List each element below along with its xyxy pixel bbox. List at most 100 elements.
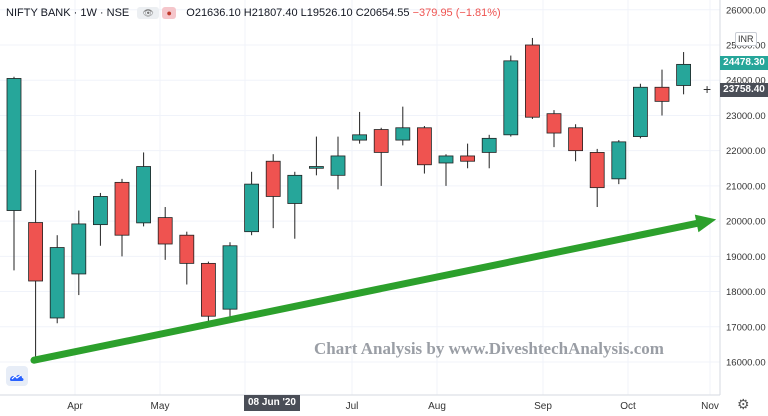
crosshair-date-label: 08 Jun '20: [244, 395, 300, 411]
candle-body: [525, 44, 540, 118]
candle: [654, 69, 670, 116]
candle: [373, 127, 389, 186]
candle: [71, 210, 87, 296]
crosshair-price-label: 23758.40: [720, 83, 768, 97]
legend-header: NIFTY BANK · 1W · NSE 👁 ● O21636.10 H218…: [0, 0, 501, 26]
candle: [179, 231, 195, 285]
candle: [438, 154, 454, 186]
candle-body: [546, 113, 562, 134]
price-tick-label: 19000.00: [726, 252, 766, 263]
candle-body: [287, 174, 303, 204]
candle: [287, 171, 303, 239]
candle-body: [222, 245, 238, 310]
candle-body: [611, 141, 627, 180]
price-tick-label: 25000.00: [726, 41, 766, 52]
candle: [200, 261, 216, 327]
time-tick-label: May: [151, 401, 170, 412]
candle: [114, 178, 130, 257]
candle: [330, 136, 346, 190]
candle-body: [352, 134, 368, 141]
candle-body: [200, 262, 216, 317]
time-tick-label: Aug: [428, 401, 446, 412]
candle: [676, 52, 691, 95]
candle: [244, 171, 260, 236]
candle-body: [28, 222, 44, 282]
trendline-arrow[interactable]: [30, 214, 717, 364]
candle-body: [373, 129, 389, 153]
high-value: H21807.40: [243, 7, 298, 19]
circle-icon[interactable]: ●: [162, 7, 177, 19]
watermark-text: Chart Analysis by www.DiveshtechAnalysis…: [314, 339, 664, 358]
candles: [6, 37, 691, 359]
candle: [352, 111, 368, 144]
candle-body: [308, 166, 324, 169]
low-value: L19526.10: [300, 7, 353, 19]
candle-body: [114, 181, 130, 236]
candle: [136, 152, 152, 227]
eye-icon[interactable]: 👁: [137, 7, 160, 19]
candle: [589, 148, 605, 208]
time-tick-label: Oct: [620, 401, 636, 412]
candle: [222, 242, 238, 320]
candle: [546, 110, 562, 148]
price-tick-label: 20000.00: [726, 217, 766, 228]
candle: [503, 55, 519, 137]
grid-lines: [0, 0, 720, 395]
close-value: C20654.55: [355, 7, 410, 19]
candle: [525, 37, 540, 119]
change-value: −379.95 (−1.81%): [412, 7, 501, 19]
candle-body: [157, 217, 173, 245]
price-tick-label: 16000.00: [726, 358, 766, 369]
price-tick-label: 17000.00: [726, 322, 766, 333]
candle-body: [395, 127, 411, 141]
candle: [93, 192, 108, 246]
price-tick-label: 21000.00: [726, 181, 766, 192]
candle: [416, 126, 432, 174]
candle: [265, 154, 281, 229]
candle: [568, 124, 583, 162]
candle-body: [71, 223, 87, 275]
price-axis[interactable]: 16000.00 17000.00 18000.00 19000.00 20000.00…: [726, 5, 766, 368]
candle: [157, 207, 173, 260]
candle-body: [460, 155, 476, 162]
price-tick-label: 26000.00: [726, 5, 766, 16]
price-tick-label: 24000.00: [726, 76, 766, 87]
symbol-title[interactable]: NIFTY BANK · 1W · NSE: [6, 7, 130, 19]
trendline[interactable]: [30, 219, 701, 364]
candle: [395, 106, 411, 146]
candle-body: [244, 183, 260, 233]
time-axis[interactable]: Apr May Jul Aug Sep Oct Nov: [67, 401, 719, 412]
time-tick-label: Nov: [701, 401, 719, 412]
candle-body: [589, 152, 605, 189]
currency-badge[interactable]: INR: [735, 32, 757, 46]
candle-body: [654, 86, 670, 102]
candle-body: [179, 234, 195, 264]
tradingview-logo-icon[interactable]: [6, 366, 28, 386]
candle-body: [49, 247, 65, 319]
candle-body: [568, 127, 583, 152]
candle: [481, 134, 497, 169]
candle: [6, 76, 22, 271]
candle: [49, 235, 65, 324]
arrowhead[interactable]: [694, 214, 717, 233]
candle-body: [136, 166, 152, 224]
time-tick-label: Jul: [346, 401, 359, 412]
candle-body: [503, 60, 519, 136]
price-tick-label: 22000.00: [726, 146, 766, 157]
candle: [308, 136, 324, 176]
open-value: O21636.10: [186, 7, 241, 19]
candle-body: [438, 155, 454, 164]
time-tick-label: Apr: [67, 401, 83, 412]
candle: [611, 140, 627, 185]
price-tick-label: 23000.00: [726, 111, 766, 122]
candle-body: [330, 155, 346, 176]
plus-icon[interactable]: +: [703, 81, 712, 97]
candle-body: [416, 127, 432, 166]
time-tick-label: Sep: [534, 401, 552, 412]
gear-icon[interactable]: ⚙: [737, 396, 750, 412]
candle: [633, 83, 648, 139]
candle: [460, 143, 476, 169]
last-price-label: 24478.30: [720, 56, 768, 70]
candle-body: [676, 63, 691, 86]
